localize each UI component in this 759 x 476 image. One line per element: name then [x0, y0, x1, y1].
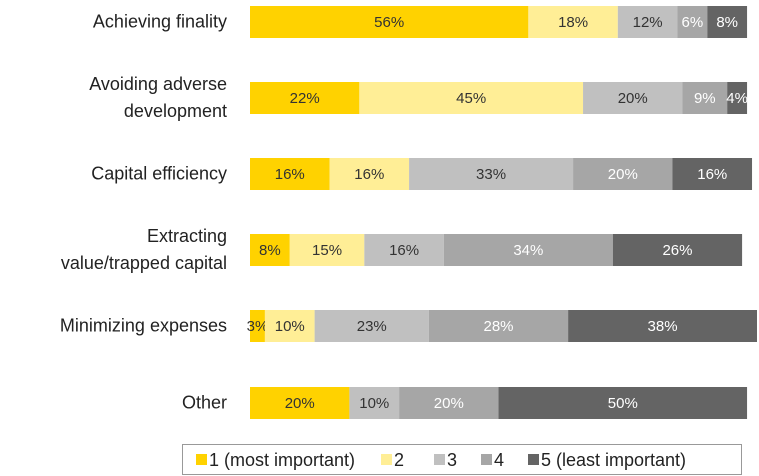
bar-segment	[443, 234, 613, 266]
data-label: 20%	[608, 166, 638, 183]
data-label: 3%	[247, 318, 269, 335]
bar-segment	[250, 310, 265, 342]
bar-segment	[250, 234, 290, 266]
data-label: 15%	[312, 242, 342, 259]
bar-segment	[428, 310, 569, 342]
bar-segment	[682, 82, 728, 114]
bar-segment	[364, 234, 444, 266]
bar-segment	[583, 82, 683, 114]
data-label: 16%	[389, 242, 419, 259]
category-label: Minimizing expenses	[59, 315, 227, 336]
bar-segment	[617, 6, 678, 38]
data-label: 18%	[558, 14, 588, 31]
data-label: 38%	[648, 318, 678, 335]
bar-segment	[498, 387, 748, 419]
data-label: 10%	[275, 318, 305, 335]
bar-segment	[672, 158, 753, 190]
data-label: 26%	[662, 242, 692, 259]
category-label: Other	[181, 392, 227, 413]
legend-label: 5 (least important)	[541, 450, 686, 470]
bar-segment	[329, 158, 410, 190]
bar-segment	[677, 6, 708, 38]
bar-segment	[409, 158, 574, 190]
category-label: Achieving finality	[92, 11, 227, 32]
bar-segment	[264, 310, 315, 342]
category-label: Avoiding adverse development	[89, 74, 227, 121]
bar-segment	[314, 310, 429, 342]
data-label: 28%	[484, 318, 514, 335]
data-label: 20%	[434, 395, 464, 412]
legend-swatch	[434, 454, 445, 465]
category-label: Capital efficiency	[91, 163, 227, 184]
category-label: Extracting value/trapped capital	[60, 226, 227, 273]
legend-swatch	[381, 454, 392, 465]
data-label: 12%	[633, 14, 663, 31]
bar-segment	[727, 82, 748, 114]
data-label: 6%	[682, 14, 704, 31]
legend-label: 1 (most important)	[209, 450, 355, 470]
legend-label: 2	[394, 450, 404, 470]
bar-segment	[250, 158, 330, 190]
data-label: 33%	[476, 166, 506, 183]
data-label: 16%	[354, 166, 384, 183]
bar-segment	[568, 310, 757, 342]
data-label: 10%	[359, 395, 389, 412]
data-label: 4%	[726, 90, 748, 107]
bar-segment	[250, 387, 350, 419]
data-label: 20%	[618, 90, 648, 107]
bar-segment	[528, 6, 618, 38]
data-label: 8%	[259, 242, 281, 259]
legend-label: 3	[447, 450, 457, 470]
legend-label: 4	[494, 450, 504, 470]
data-label: 20%	[285, 395, 315, 412]
data-label: 56%	[374, 14, 404, 31]
data-label: 50%	[608, 395, 638, 412]
bar-segment	[707, 6, 748, 38]
data-label: 9%	[694, 90, 716, 107]
bar-segment	[573, 158, 673, 190]
data-label: 8%	[716, 14, 738, 31]
data-label: 16%	[697, 166, 727, 183]
data-label: 34%	[513, 242, 543, 259]
data-label: 45%	[456, 90, 486, 107]
data-label: 22%	[290, 90, 320, 107]
bar-segment	[250, 6, 529, 38]
bar-segment	[289, 234, 365, 266]
legend-swatch	[481, 454, 492, 465]
bar-segment	[349, 387, 400, 419]
legend-box	[182, 444, 742, 475]
bar-segment	[250, 82, 360, 114]
bar-segment	[399, 387, 499, 419]
legend-swatch	[528, 454, 539, 465]
legend-swatch	[196, 454, 207, 465]
data-label: 16%	[275, 166, 305, 183]
data-label: 23%	[357, 318, 387, 335]
bar-segment	[612, 234, 743, 266]
bar-segment	[359, 82, 584, 114]
